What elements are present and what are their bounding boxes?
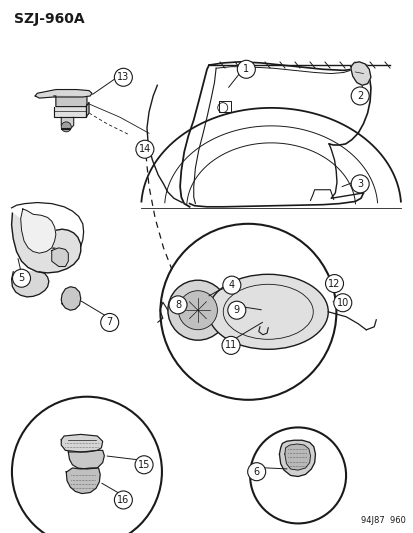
Text: 12: 12 bbox=[328, 279, 340, 288]
Text: 8: 8 bbox=[175, 300, 180, 310]
Text: 11: 11 bbox=[224, 341, 237, 350]
Text: 94J87  960: 94J87 960 bbox=[360, 516, 405, 525]
Circle shape bbox=[135, 456, 153, 474]
Circle shape bbox=[350, 87, 368, 105]
Text: 3: 3 bbox=[356, 179, 362, 189]
Polygon shape bbox=[61, 117, 74, 128]
Text: 14: 14 bbox=[138, 144, 151, 154]
Circle shape bbox=[221, 336, 240, 354]
Text: 6: 6 bbox=[253, 467, 259, 477]
Circle shape bbox=[168, 280, 227, 340]
Circle shape bbox=[178, 290, 217, 330]
Text: 15: 15 bbox=[138, 460, 150, 470]
Circle shape bbox=[222, 276, 240, 294]
Polygon shape bbox=[61, 434, 102, 452]
Polygon shape bbox=[21, 209, 56, 253]
Circle shape bbox=[169, 296, 187, 314]
Text: 2: 2 bbox=[356, 91, 363, 101]
Text: 5: 5 bbox=[18, 273, 25, 283]
Text: 9: 9 bbox=[233, 305, 239, 315]
Polygon shape bbox=[284, 444, 310, 470]
Text: 13: 13 bbox=[117, 72, 129, 82]
Polygon shape bbox=[54, 107, 86, 117]
Circle shape bbox=[100, 313, 119, 332]
Text: 16: 16 bbox=[117, 495, 129, 505]
Circle shape bbox=[61, 122, 71, 132]
Text: 7: 7 bbox=[106, 318, 113, 327]
Circle shape bbox=[12, 269, 31, 287]
Polygon shape bbox=[61, 287, 81, 310]
Polygon shape bbox=[35, 90, 92, 98]
Circle shape bbox=[135, 140, 154, 158]
Polygon shape bbox=[66, 468, 100, 494]
Polygon shape bbox=[52, 248, 68, 266]
Circle shape bbox=[325, 274, 343, 293]
Circle shape bbox=[114, 491, 132, 509]
Circle shape bbox=[333, 294, 351, 312]
Polygon shape bbox=[350, 62, 370, 85]
Text: SZJ-960A: SZJ-960A bbox=[14, 12, 84, 26]
Polygon shape bbox=[279, 440, 315, 477]
Circle shape bbox=[247, 463, 265, 481]
Text: 1: 1 bbox=[243, 64, 249, 74]
Circle shape bbox=[237, 60, 255, 78]
Polygon shape bbox=[54, 96, 87, 107]
Text: 10: 10 bbox=[336, 298, 348, 308]
Polygon shape bbox=[12, 213, 81, 273]
Polygon shape bbox=[86, 102, 89, 117]
Circle shape bbox=[114, 68, 132, 86]
Polygon shape bbox=[12, 272, 49, 297]
Circle shape bbox=[350, 175, 368, 193]
Ellipse shape bbox=[208, 274, 328, 349]
Circle shape bbox=[227, 301, 245, 319]
Polygon shape bbox=[68, 450, 104, 469]
Text: 4: 4 bbox=[228, 280, 234, 290]
